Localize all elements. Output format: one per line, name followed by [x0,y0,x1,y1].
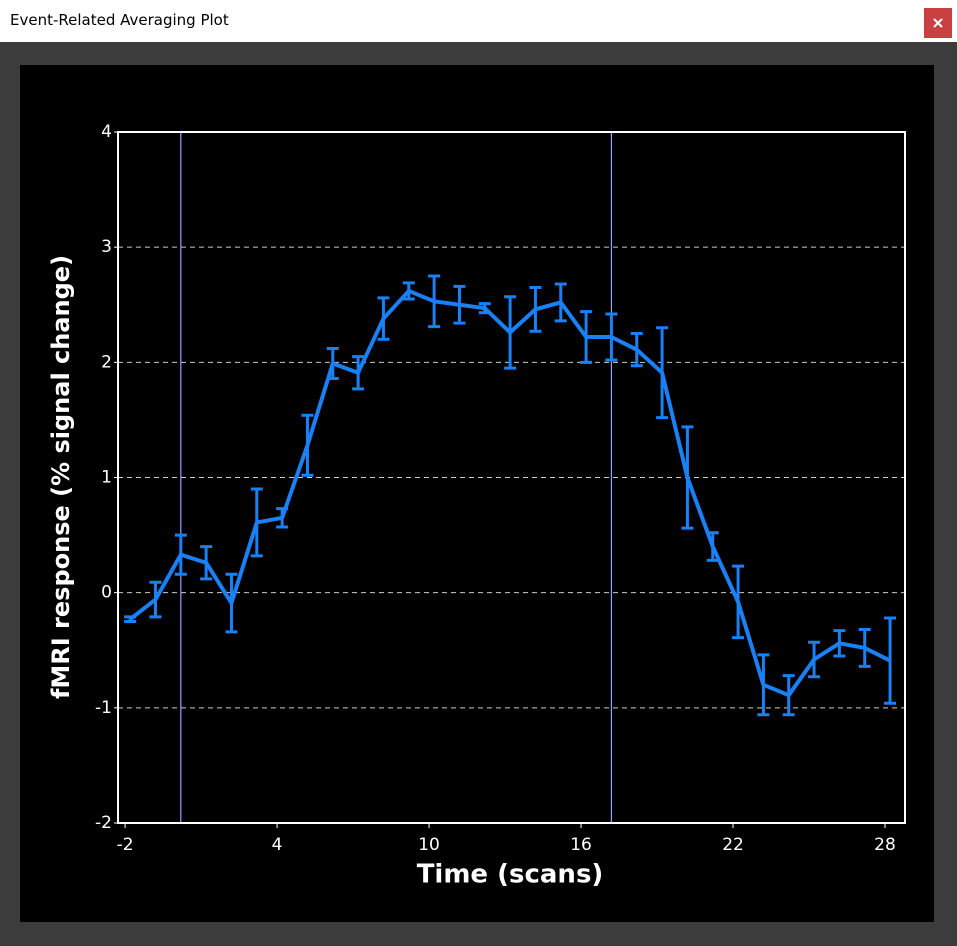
error-bar [200,545,213,581]
error-bar [782,674,795,717]
error-bar [706,531,719,562]
y-tick-label: 4 [101,122,112,142]
close-icon [933,18,943,28]
window-title: Event-Related Averaging Plot [10,11,229,29]
error-bar [884,616,897,705]
error-bar [833,629,846,658]
error-bar [504,295,517,370]
error-bar [478,302,491,315]
error-bar [377,296,390,341]
y-tick-label: 2 [101,352,112,372]
error-bar [630,332,643,368]
x-tick-label: 10 [418,835,440,855]
y-tick-label: 0 [101,583,112,603]
error-bar [453,284,466,325]
error-bar [174,533,187,576]
error-bar [757,653,770,717]
error-bar [250,487,263,558]
error-bar [681,425,694,530]
error-bar [124,615,137,623]
x-tick-label: 28 [874,835,896,855]
error-bar [276,507,289,529]
error-bar [301,413,314,477]
y-axis-label: fMRI response (% signal change) [47,255,75,699]
error-bar [225,572,238,634]
error-bar [529,285,542,333]
error-bar [605,312,618,362]
x-axis-label: Time (scans) [417,860,604,890]
close-button[interactable] [924,8,952,38]
plot-border [117,131,906,824]
error-bar [554,282,567,323]
y-tick-label: -1 [95,698,112,718]
y-tick-label: -2 [95,813,112,833]
x-tick-label: -2 [117,835,134,855]
error-bar [580,310,593,364]
error-bar [428,274,441,329]
error-bar [656,326,669,420]
y-tick-label: 3 [101,237,112,257]
error-bar [352,355,365,391]
plot-background [20,65,934,922]
error-bar [858,628,871,668]
error-bar [402,281,415,301]
error-bar [149,580,162,619]
x-tick-label: 22 [722,835,744,855]
title-bar: Event-Related Averaging Plot [0,0,957,42]
x-tick-label: 16 [570,835,592,855]
error-bar [326,347,339,380]
x-tick-label: 4 [272,835,283,855]
error-bar [808,640,821,679]
error-bar [732,564,745,640]
y-tick-label: 1 [101,468,112,488]
chart: Time (scans) fMRI response (% signal cha… [20,65,934,922]
